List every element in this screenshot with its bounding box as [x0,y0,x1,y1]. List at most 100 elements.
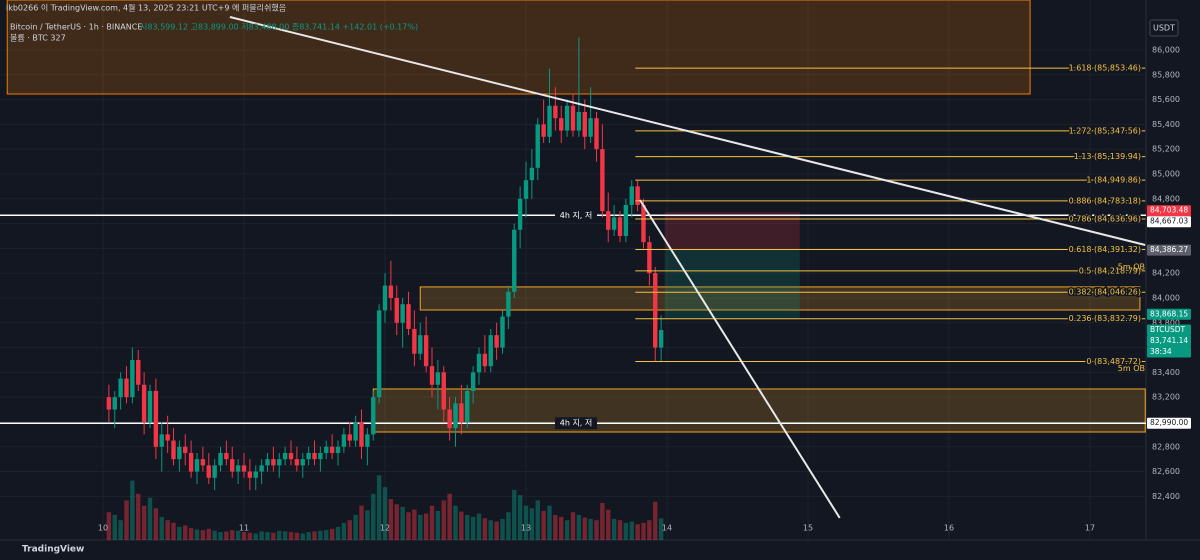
fib-label: 0.5 (84,218.79) [1079,266,1141,275]
volume-bar [212,530,217,540]
candle-body [594,118,599,150]
y-tick-label: 83,400 [1152,368,1180,377]
candle-body [441,372,446,410]
currency[interactable]: USDT [1153,24,1175,33]
currency-box[interactable] [1149,19,1179,37]
level-label: 4h 지, 저 [560,419,593,428]
price-tag-bg [1147,308,1191,320]
volume-bar [570,512,576,540]
volume-bar [594,520,599,540]
volume-bar [635,524,640,540]
fib-label: 1.272 (85,347.56) [1069,126,1141,135]
volume-bar [617,520,623,540]
candle-body [564,105,570,131]
volume-bar [136,493,141,540]
candle-body [282,452,288,460]
volume-bar [447,493,452,540]
candle-body [253,471,258,478]
zone [664,249,800,318]
volume-bar [230,530,235,540]
volume-bar [394,504,399,540]
volume-bar [512,489,517,540]
volume-bar [359,505,364,540]
fib-label: 1.13 (85,139.94) [1074,152,1141,161]
candle-body [259,465,264,472]
candle-body [359,421,364,447]
volume-bar [206,528,211,540]
volume-bar [371,493,376,540]
fib-label: 0 (83,487.72) [1086,357,1141,366]
candle-body [183,446,188,453]
volume-bar [517,495,523,540]
candle-body [476,353,482,373]
volume-bar [423,513,429,540]
fib-label: 1 (84,949.86) [1086,176,1141,185]
candle-body [177,446,182,460]
volume-bar [441,500,446,540]
price-tag: BTCUSDT [1150,325,1186,334]
candle-body [347,434,352,441]
volume-bar [200,530,206,540]
volume-bar [611,518,617,540]
published: lkb0266 이 TradingView.com, 4월 13, 2025 2… [6,3,286,13]
candle-body [112,397,117,410]
candle-body [288,452,294,460]
volume-bar [324,530,329,540]
volume-bar [641,522,646,540]
candle-body [376,310,382,398]
candle-body [470,372,476,391]
candle-body [218,452,223,466]
volume-bar [658,518,664,540]
volume-bar [218,532,223,540]
candle-body [118,378,123,398]
volume-bar [500,518,505,540]
candle-body [206,465,211,478]
candle-body [547,105,552,137]
volume-bar [224,531,229,540]
x-tick-label: 16 [944,524,954,533]
volume-bar [406,512,411,540]
candle-body [230,459,235,472]
volume-bar [541,510,546,540]
price-tag-bg [1147,216,1191,228]
volume-bar [118,520,123,540]
candle-body [482,353,488,367]
volume-bar [412,509,417,540]
candle-body [406,304,411,329]
y-tick-label: 86,000 [1152,45,1180,54]
volume-bar [623,522,629,540]
ohlc-text: 시83,599.12 고83,899.00 저83,488.00 종83,741… [140,23,418,32]
price-tag: 82,990.00 [1150,418,1188,427]
volume-bar [470,516,476,540]
volume-bar [130,480,135,540]
price-tag: 84,386.27 [1150,245,1188,254]
volume-bar [265,532,270,540]
candle-body [329,446,335,453]
candle-body [494,335,499,348]
volume-bar [547,505,552,540]
price-tag: 84,703.48 [1150,206,1188,215]
y-tick-label: 82,400 [1152,492,1180,501]
y-tick-label: 85,000 [1152,169,1180,178]
candle-body [512,229,517,292]
candle-body [353,421,358,441]
candle-body [388,285,394,298]
volume-bar [506,512,511,540]
volume-bar [376,475,382,540]
candle-body [365,434,370,447]
candle-body [588,118,593,137]
volume-bar [476,513,482,540]
candle-body [136,359,141,385]
fib-label: 0.382 (84,046.26) [1069,288,1141,297]
candle-body [188,452,194,472]
fib-label: 1.618 (85,853.46) [1069,64,1141,73]
candle-body [312,452,317,460]
candle-body [412,328,417,354]
candle-body [617,217,623,236]
ob-label: 5m OB [1118,262,1145,271]
candle-body [541,124,546,137]
volume-bar [606,509,611,540]
volume-bar [559,516,564,540]
volume-bar [435,510,441,540]
price-tag-bg [1147,324,1191,336]
